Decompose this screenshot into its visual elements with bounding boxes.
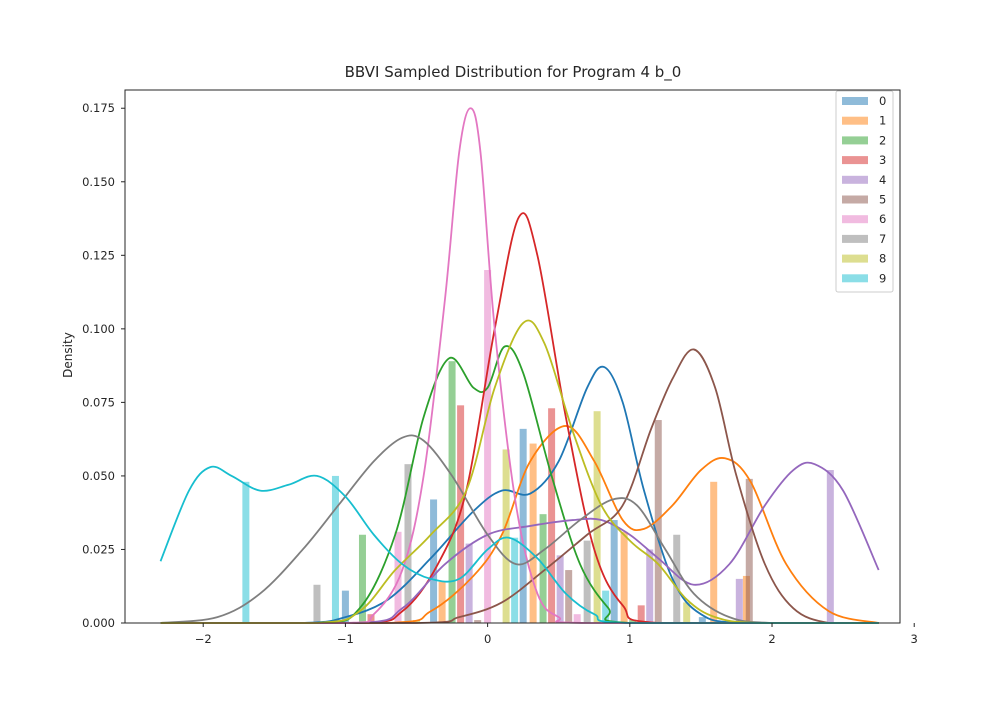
bar-series-7-0 [313, 584, 321, 623]
legend-label-4: 4 [879, 173, 886, 187]
legend-swatch-8 [842, 254, 868, 263]
y-tick-label: 0.175 [82, 101, 115, 115]
y-tick-label: 0.025 [82, 542, 115, 556]
bar-series-4-2 [646, 549, 654, 623]
kde-line-series-2 [160, 345, 879, 624]
kde-line-series-9 [159, 465, 879, 624]
plot-frame [124, 89, 901, 624]
kde-line-series-8 [160, 319, 879, 624]
bar-series-8-2 [593, 411, 601, 623]
legend: 0 1 2 3 4 5 6 7 8 9 [835, 90, 894, 293]
bar-series-6-2 [573, 614, 581, 623]
x-tick-label: −2 [195, 632, 212, 646]
bar-series-9-2 [511, 537, 519, 623]
bar-series-2-1 [448, 361, 456, 623]
legend-swatch-2 [842, 136, 868, 145]
bar-series-5-3 [745, 478, 753, 623]
kde-line-series-4 [160, 461, 880, 624]
legend-label-5: 5 [879, 193, 886, 207]
bars-layer [242, 270, 834, 623]
bar-series-8-1 [502, 449, 510, 623]
bar-series-6-0 [394, 531, 402, 623]
bar-series-5-2 [654, 420, 662, 623]
x-tick-label: 1 [626, 632, 633, 646]
kde-line-series-7 [160, 434, 879, 624]
bar-series-1-2 [620, 531, 628, 623]
legend-swatch-6 [842, 215, 868, 224]
y-tick-label: 0.125 [82, 248, 115, 262]
legend-swatch-4 [842, 175, 868, 184]
legend-label-7: 7 [879, 232, 886, 246]
bar-series-4-1 [556, 555, 564, 623]
bar-series-3-3 [637, 605, 645, 623]
legend-swatch-5 [842, 195, 868, 204]
kde-line-series-1 [160, 425, 879, 624]
bar-series-4-0 [465, 543, 473, 623]
bar-series-2-2 [539, 514, 547, 623]
kde-layer [159, 107, 880, 624]
legend-swatch-7 [842, 234, 868, 243]
y-axis-ticks: 0.000 0.025 0.050 0.075 0.100 0.125 0.150 0.175 [82, 101, 125, 630]
bar-series-1-0 [438, 581, 446, 623]
bar-series-5-0 [474, 620, 482, 623]
y-tick-label: 0.150 [82, 175, 115, 189]
kde-line-series-5 [160, 348, 879, 624]
bar-series-9-3 [602, 590, 610, 623]
y-tick-label: 0.075 [82, 395, 115, 409]
bar-series-9-0 [242, 481, 250, 623]
x-tick-label: 2 [768, 632, 775, 646]
bar-series-7-2 [583, 540, 591, 623]
bar-series-0-0 [341, 590, 349, 623]
bar-series-0-3 [610, 520, 618, 623]
x-tick-label: 3 [911, 632, 918, 646]
bar-series-4-4 [826, 470, 834, 623]
kde-line-series-6 [160, 107, 879, 624]
legend-label-2: 2 [879, 133, 886, 147]
x-tick-label: 0 [484, 632, 491, 646]
kde-line-series-3 [160, 212, 879, 624]
legend-swatch-0 [842, 97, 868, 105]
bar-series-4-3 [735, 578, 743, 623]
legend-label-0: 0 [879, 94, 886, 108]
x-axis-ticks: −2 −1 0 1 2 3 [195, 623, 918, 646]
legend-label-6: 6 [879, 212, 886, 226]
bar-series-0-2 [519, 428, 527, 623]
legend-swatch-3 [842, 156, 868, 165]
bar-series-1-3 [710, 481, 718, 623]
bar-series-8-3 [683, 602, 691, 623]
legend-label-3: 3 [879, 153, 886, 167]
y-axis-label: Density [61, 332, 75, 378]
y-tick-label: 0.000 [82, 616, 115, 630]
kde-line-series-0 [160, 365, 879, 624]
legend-label-8: 8 [879, 252, 886, 266]
bar-series-7-3 [673, 534, 681, 623]
legend-swatch-1 [842, 116, 868, 125]
legend-label-1: 1 [879, 114, 886, 128]
bar-series-2-0 [358, 534, 366, 623]
y-tick-label: 0.050 [82, 469, 115, 483]
legend-label-9: 9 [879, 271, 886, 285]
bar-series-3-2 [548, 408, 556, 623]
bar-series-2-3 [629, 620, 637, 623]
bar-series-6-1 [484, 270, 492, 623]
bar-series-0-1 [430, 499, 438, 623]
bar-series-1-1 [529, 443, 537, 623]
x-tick-label: −1 [337, 632, 354, 646]
bar-series-0-4 [698, 617, 706, 623]
y-tick-label: 0.100 [82, 322, 115, 336]
legend-swatch-9 [842, 274, 868, 283]
chart-title: BBVI Sampled Distribution for Program 4 … [345, 63, 682, 82]
bar-series-9-1 [331, 475, 339, 623]
bar-series-7-1 [404, 464, 412, 623]
